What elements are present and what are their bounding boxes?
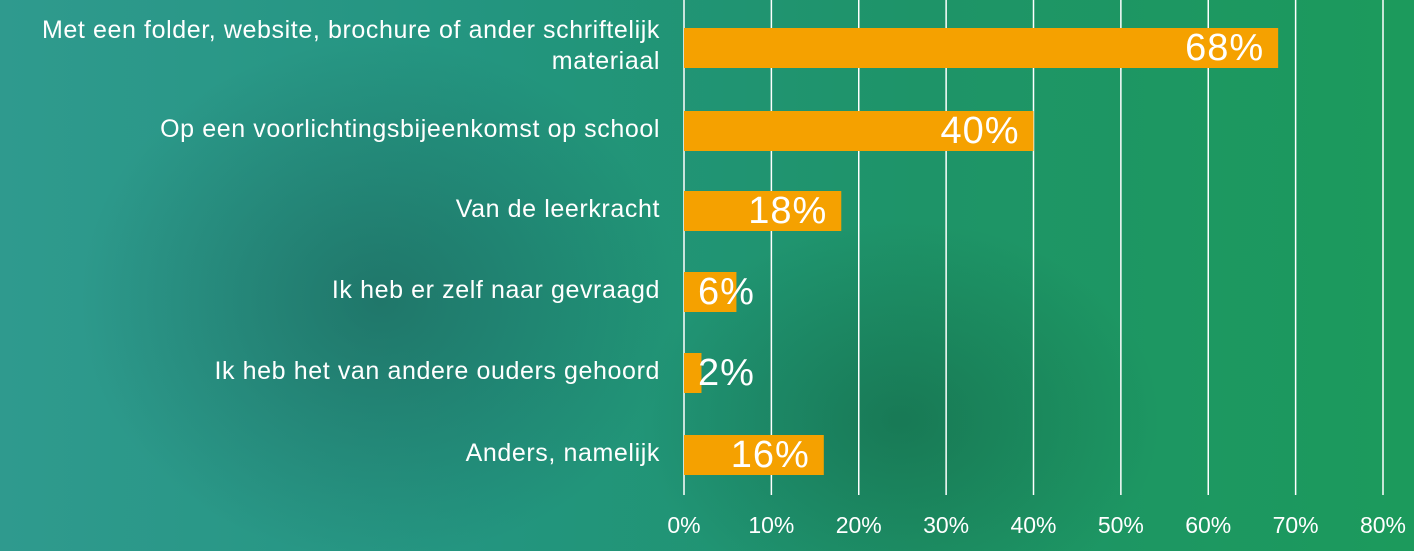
value-label: 2% xyxy=(698,352,755,394)
bar xyxy=(684,435,824,475)
value-label: 68% xyxy=(1185,27,1264,69)
x-tick-label: 70% xyxy=(1273,512,1319,538)
category-label: Ik heb er zelf naar gevraagd xyxy=(331,275,660,304)
x-tick-label: 60% xyxy=(1185,512,1231,538)
category-label: Van de leerkracht xyxy=(455,194,660,223)
x-tick-label: 0% xyxy=(667,512,700,538)
bar xyxy=(684,272,737,312)
bar xyxy=(684,28,1279,68)
x-tick-label: 20% xyxy=(836,512,882,538)
category-label: Anders, namelijk xyxy=(465,438,660,467)
bar xyxy=(684,111,1034,151)
category-label: Met een folder, website, brochure of and… xyxy=(41,16,660,75)
value-label: 18% xyxy=(748,190,827,232)
bar xyxy=(684,191,842,231)
value-label: 16% xyxy=(731,434,810,476)
x-tick-label: 30% xyxy=(923,512,969,538)
category-label: Ik heb het van andere ouders gehoord xyxy=(214,356,660,385)
x-tick-label: 80% xyxy=(1360,512,1406,538)
value-label: 6% xyxy=(698,271,755,313)
x-tick-label: 40% xyxy=(1010,512,1056,538)
x-tick-label: 50% xyxy=(1098,512,1144,538)
category-label: Op een voorlichtingsbijeenkomst op schoo… xyxy=(160,114,660,143)
bar xyxy=(684,353,702,393)
x-tick-label: 10% xyxy=(748,512,794,538)
value-label: 40% xyxy=(940,110,1019,152)
